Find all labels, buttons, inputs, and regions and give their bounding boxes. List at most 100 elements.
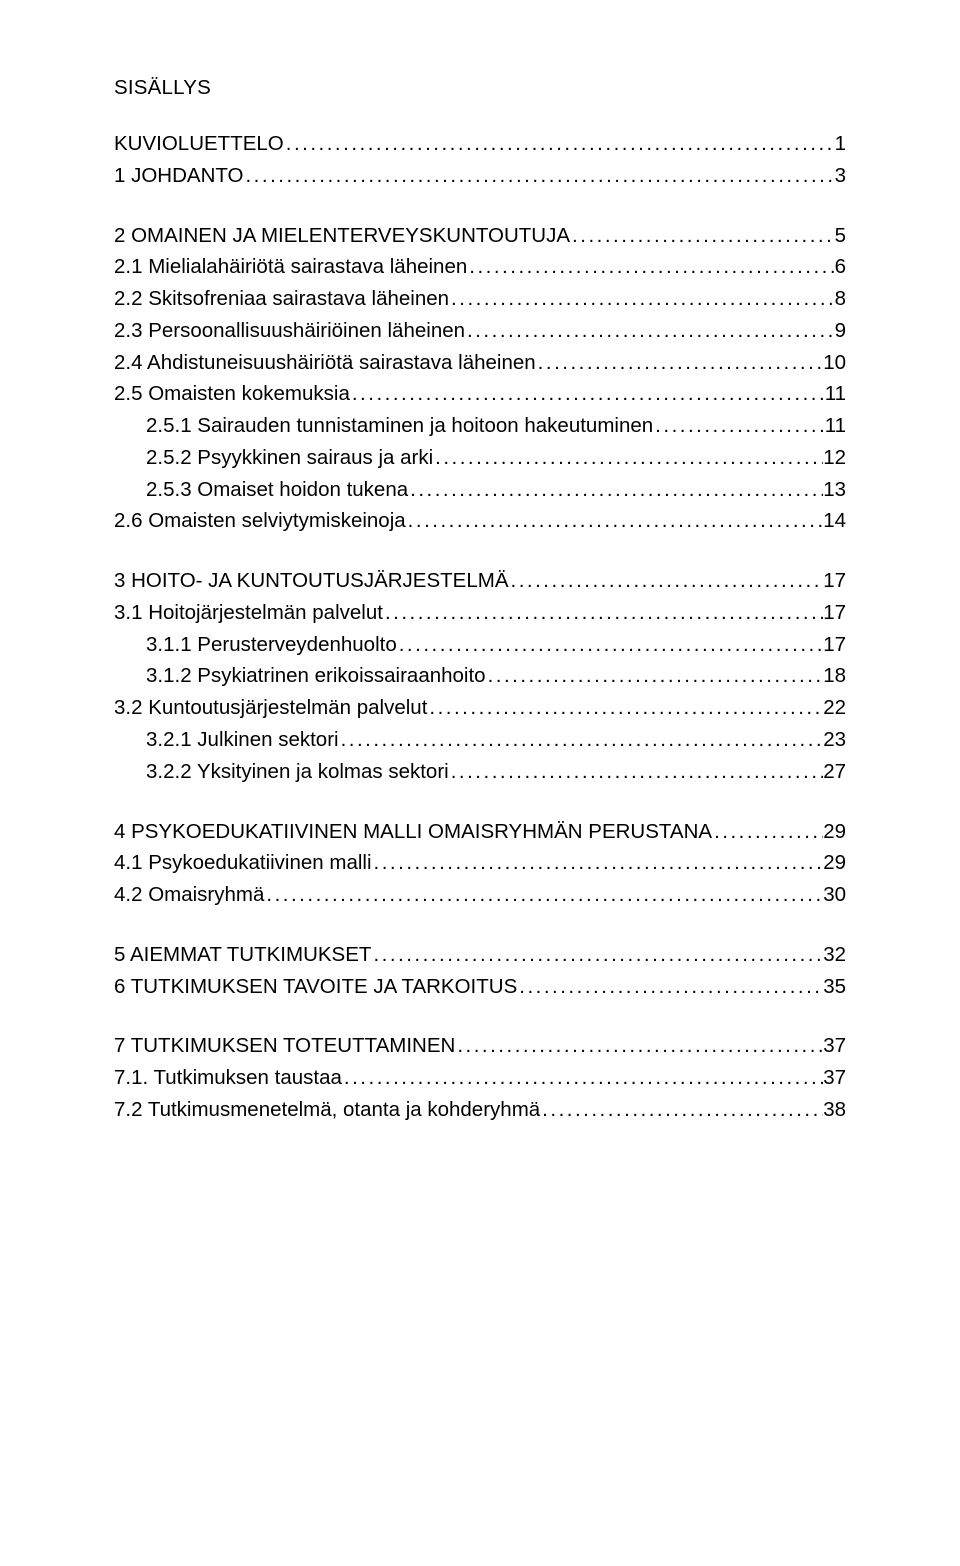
toc-entry-page: 30 bbox=[823, 879, 846, 911]
toc-line: 6 TUTKIMUKSEN TAVOITE JA TARKOITUS 35 bbox=[114, 971, 846, 1003]
toc-entry-page: 35 bbox=[823, 971, 846, 1003]
toc-block: 5 AIEMMAT TUTKIMUKSET326 TUTKIMUKSEN TAV… bbox=[114, 939, 846, 1003]
toc-leader-dots bbox=[372, 847, 824, 879]
toc-entry-label: 3.2 Kuntoutusjärjestelmän palvelut bbox=[114, 692, 427, 724]
toc-entry-page: 17 bbox=[823, 597, 846, 629]
toc-leader-dots bbox=[570, 220, 835, 252]
toc-leader-dots bbox=[383, 597, 823, 629]
toc-entry-page: 3 bbox=[835, 160, 846, 192]
toc-entry-label: 2.2 Skitsofreniaa sairastava läheinen bbox=[114, 283, 449, 315]
toc-entry-label: 3.1.1 Perusterveydenhuolto bbox=[146, 629, 397, 661]
toc-entry-label: 1 JOHDANTO bbox=[114, 160, 243, 192]
toc-leader-dots bbox=[371, 939, 823, 971]
toc-line: 3.1.2 Psykiatrinen erikoissairaanhoito 18 bbox=[114, 660, 846, 692]
toc-line: 2.1 Mielialahäiriötä sairastava läheinen… bbox=[114, 251, 846, 283]
toc-entry-page: 17 bbox=[823, 565, 846, 597]
toc-leader-dots bbox=[536, 347, 824, 379]
toc-line: 2.4 Ahdistuneisuushäiriötä sairastava lä… bbox=[114, 347, 846, 379]
toc-entry-page: 8 bbox=[835, 283, 846, 315]
toc-leader-dots bbox=[284, 128, 835, 160]
toc-entry-page: 29 bbox=[823, 847, 846, 879]
toc-entry-label: 7 TUTKIMUKSEN TOTEUTTAMINEN bbox=[114, 1030, 455, 1062]
toc-entry-page: 29 bbox=[823, 816, 846, 848]
toc-entry-page: 37 bbox=[823, 1030, 846, 1062]
toc-line: KUVIOLUETTELO1 bbox=[114, 128, 846, 160]
toc-leader-dots bbox=[406, 505, 824, 537]
toc-entry-page: 11 bbox=[825, 378, 846, 410]
toc-entry-page: 10 bbox=[823, 347, 846, 379]
toc-line: 3.2 Kuntoutusjärjestelmän palvelut 22 bbox=[114, 692, 846, 724]
toc-line: 3.1.1 Perusterveydenhuolto 17 bbox=[114, 629, 846, 661]
toc-line: 7 TUTKIMUKSEN TOTEUTTAMINEN 37 bbox=[114, 1030, 846, 1062]
toc-leader-dots bbox=[712, 816, 823, 848]
toc-leader-dots bbox=[427, 692, 823, 724]
toc-heading: SISÄLLYS bbox=[114, 76, 846, 100]
toc-entry-page: 11 bbox=[825, 410, 846, 442]
toc-leader-dots bbox=[540, 1094, 823, 1126]
toc-line: 3 HOITO- JA KUNTOUTUSJÄRJESTELMÄ17 bbox=[114, 565, 846, 597]
toc-entry-label: 3.1.2 Psykiatrinen erikoissairaanhoito bbox=[146, 660, 486, 692]
toc-entry-page: 27 bbox=[823, 756, 846, 788]
toc-entry-page: 18 bbox=[823, 660, 846, 692]
toc-entry-label: 6 TUTKIMUKSEN TAVOITE JA TARKOITUS bbox=[114, 971, 517, 1003]
toc-leader-dots bbox=[449, 283, 835, 315]
toc-entry-page: 17 bbox=[823, 629, 846, 661]
toc-entry-page: 6 bbox=[835, 251, 846, 283]
toc-line: 7.1. Tutkimuksen taustaa37 bbox=[114, 1062, 846, 1094]
toc-line: 5 AIEMMAT TUTKIMUKSET 32 bbox=[114, 939, 846, 971]
toc-leader-dots bbox=[243, 160, 834, 192]
toc-line: 2.2 Skitsofreniaa sairastava läheinen 8 bbox=[114, 283, 846, 315]
toc-line: 1 JOHDANTO 3 bbox=[114, 160, 846, 192]
toc-line: 4.2 Omaisryhmä30 bbox=[114, 879, 846, 911]
toc-leader-dots bbox=[455, 1030, 823, 1062]
toc-line: 2 OMAINEN JA MIELENTERVEYSKUNTOUTUJA5 bbox=[114, 220, 846, 252]
toc-entry-page: 14 bbox=[823, 505, 846, 537]
toc-entry-label: 2.4 Ahdistuneisuushäiriötä sairastava lä… bbox=[114, 347, 536, 379]
toc-root: KUVIOLUETTELO11 JOHDANTO 3 2 OMAINEN JA MI… bbox=[114, 128, 846, 1126]
toc-leader-dots bbox=[467, 251, 834, 283]
toc-line: 2.5.3 Omaiset hoidon tukena 13 bbox=[114, 474, 846, 506]
toc-entry-label: 2.5.3 Omaiset hoidon tukena bbox=[146, 474, 408, 506]
toc-entry-label: 5 AIEMMAT TUTKIMUKSET bbox=[114, 939, 371, 971]
toc-line: 3.2.1 Julkinen sektori 23 bbox=[114, 724, 846, 756]
toc-line: 2.3 Persoonallisuushäiriöinen läheinen 9 bbox=[114, 315, 846, 347]
toc-leader-dots bbox=[653, 410, 825, 442]
toc-entry-label: 2.5 Omaisten kokemuksia bbox=[114, 378, 350, 410]
toc-entry-page: 12 bbox=[823, 442, 846, 474]
toc-entry-label: 3.2.2 Yksityinen ja kolmas sektori bbox=[146, 756, 449, 788]
toc-entry-label: 4.1 Psykoedukatiivinen malli bbox=[114, 847, 372, 879]
toc-leader-dots bbox=[509, 565, 824, 597]
toc-entry-label: 2.1 Mielialahäiriötä sairastava läheinen bbox=[114, 251, 467, 283]
toc-entry-page: 5 bbox=[835, 220, 846, 252]
toc-entry-label: 4 PSYKOEDUKATIIVINEN MALLI OMAISRYHMÄN P… bbox=[114, 816, 712, 848]
toc-entry-label: 3.1 Hoitojärjestelmän palvelut bbox=[114, 597, 383, 629]
toc-entry-label: 3.2.1 Julkinen sektori bbox=[146, 724, 339, 756]
toc-line: 4 PSYKOEDUKATIIVINEN MALLI OMAISRYHMÄN P… bbox=[114, 816, 846, 848]
toc-entry-label: 2.3 Persoonallisuushäiriöinen läheinen bbox=[114, 315, 465, 347]
toc-leader-dots bbox=[517, 971, 823, 1003]
toc-line: 2.6 Omaisten selviytymiskeinoja 14 bbox=[114, 505, 846, 537]
toc-entry-label: 2.5.1 Sairauden tunnistaminen ja hoitoon… bbox=[146, 410, 653, 442]
toc-line: 3.1 Hoitojärjestelmän palvelut 17 bbox=[114, 597, 846, 629]
toc-entry-page: 22 bbox=[823, 692, 846, 724]
toc-leader-dots bbox=[264, 879, 823, 911]
toc-block: KUVIOLUETTELO11 JOHDANTO 3 bbox=[114, 128, 846, 192]
toc-block: 4 PSYKOEDUKATIIVINEN MALLI OMAISRYHMÄN P… bbox=[114, 816, 846, 911]
toc-line: 2.5.2 Psyykkinen sairaus ja arki 12 bbox=[114, 442, 846, 474]
toc-entry-page: 37 bbox=[823, 1062, 846, 1094]
toc-entry-page: 13 bbox=[823, 474, 846, 506]
toc-line: 4.1 Psykoedukatiivinen malli 29 bbox=[114, 847, 846, 879]
toc-leader-dots bbox=[408, 474, 823, 506]
toc-line: 2.5.1 Sairauden tunnistaminen ja hoitoon… bbox=[114, 410, 846, 442]
toc-entry-page: 23 bbox=[823, 724, 846, 756]
toc-entry-page: 32 bbox=[823, 939, 846, 971]
toc-leader-dots bbox=[350, 378, 825, 410]
toc-line: 2.5 Omaisten kokemuksia 11 bbox=[114, 378, 846, 410]
toc-block: 2 OMAINEN JA MIELENTERVEYSKUNTOUTUJA52.1… bbox=[114, 220, 846, 538]
toc-entry-page: 9 bbox=[835, 315, 846, 347]
toc-entry-label: 7.2 Tutkimusmenetelmä, otanta ja kohdery… bbox=[114, 1094, 540, 1126]
toc-entry-label: 2.5.2 Psyykkinen sairaus ja arki bbox=[146, 442, 433, 474]
toc-entry-label: 2.6 Omaisten selviytymiskeinoja bbox=[114, 505, 406, 537]
toc-line: 7.2 Tutkimusmenetelmä, otanta ja kohdery… bbox=[114, 1094, 846, 1126]
toc-leader-dots bbox=[433, 442, 823, 474]
